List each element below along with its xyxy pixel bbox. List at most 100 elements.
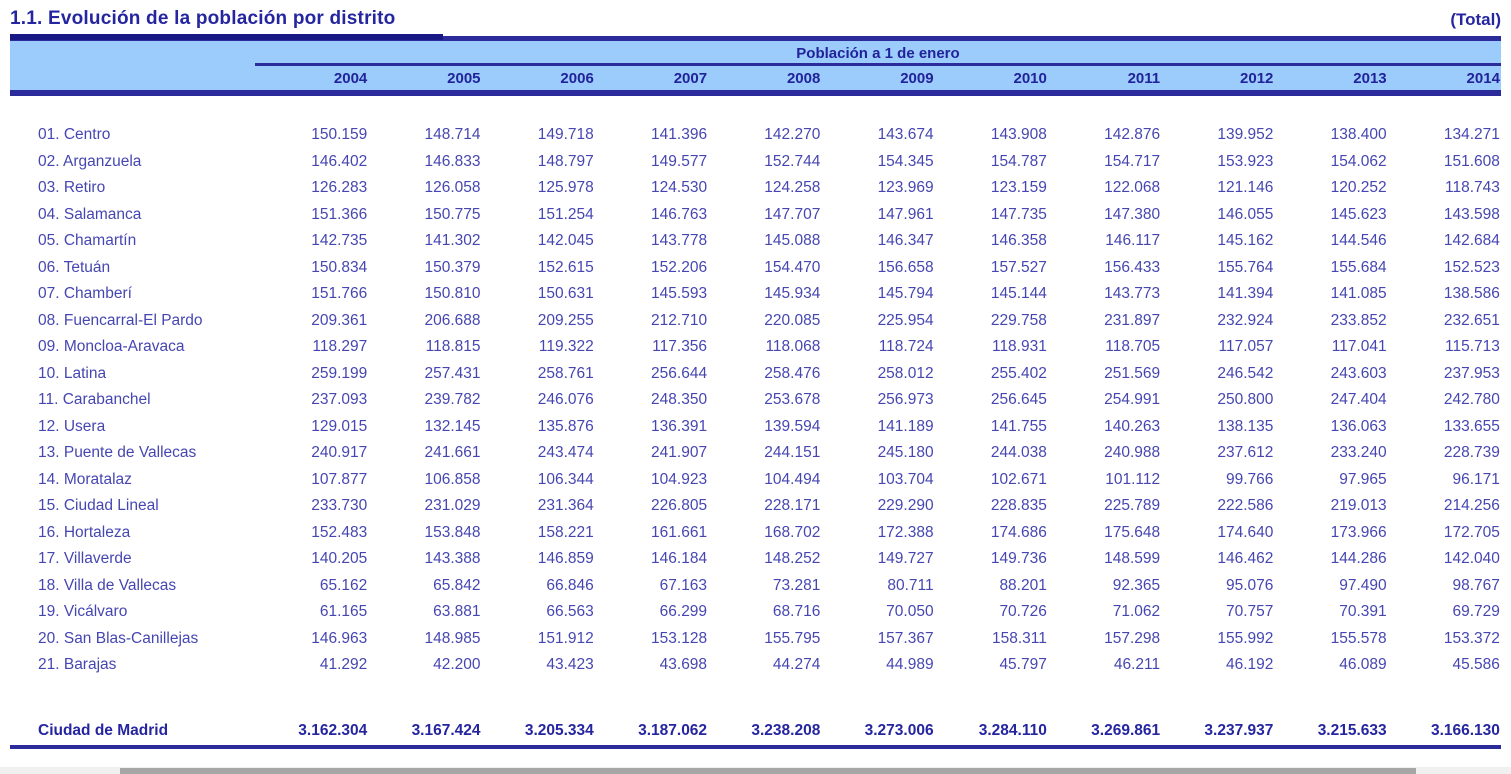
population-value: 145.934 [764,285,821,303]
population-value: 148.599 [1104,550,1161,568]
population-value: 144.286 [1330,550,1387,568]
district-name: 11. Carabanchel [38,391,151,409]
population-value: 146.358 [990,232,1047,250]
population-value: 102.671 [990,470,1047,488]
population-value: 174.686 [990,523,1047,541]
year-column-header: 2005 [447,69,481,87]
population-value: 101.112 [1105,470,1161,488]
table-row: 18. Villa de Vallecas 65.162 65.842 66.846 6… [10,573,1501,600]
population-value: 154.470 [764,258,821,276]
population-value: 46.192 [1225,656,1274,674]
year-column-header: 2011 [1127,69,1161,87]
population-value: 140.205 [311,550,368,568]
year-column-header: 2009 [900,69,934,87]
units-label: (Total) [1450,10,1501,29]
population-value: 231.897 [1104,311,1161,329]
population-value: 126.283 [311,179,368,197]
population-value: 145.794 [877,285,934,303]
population-value: 155.578 [1330,629,1387,647]
population-value: 148.797 [537,152,594,170]
population-value: 150.379 [424,258,481,276]
table-row: 16. Hortaleza 152.483 153.848 158.221 161.66… [10,520,1501,547]
population-value: 246.076 [537,391,594,409]
population-value: 118.724 [878,338,934,356]
population-value: 243.603 [1330,364,1387,382]
total-population-value: 3.162.304 [298,721,368,739]
population-value: 229.290 [877,497,934,515]
population-value: 225.954 [877,311,934,329]
year-column-header: 2013 [1353,69,1387,87]
population-value: 156.433 [1104,258,1161,276]
population-value: 103.704 [877,470,934,488]
district-name: 16. Hortaleza [38,523,131,541]
population-value: 115.713 [1445,338,1500,356]
title-rule-right-segment [10,36,1501,41]
population-value: 146.763 [651,205,708,223]
population-value: 258.476 [764,364,821,382]
population-value: 117.356 [652,338,708,356]
population-value: 248.350 [651,391,708,409]
population-value: 233.852 [1330,311,1387,329]
year-header-row: 2004 2005 2006 2007 2008 2009 2010 2011 2012 2013… [10,66,1501,90]
population-value: 152.615 [537,258,594,276]
population-value: 145.144 [990,285,1047,303]
population-value: 149.718 [537,126,594,144]
title-row: 1.1. Evolución de la población por distr… [0,0,1511,30]
population-value: 143.773 [1104,285,1161,303]
header-bottom-rule [10,90,1501,96]
population-value: 228.835 [990,497,1047,515]
population-value: 150.775 [424,205,481,223]
table-row: 04. Salamanca 151.366 150.775 151.254 146.76… [10,202,1501,229]
total-population-value: 3.269.861 [1091,721,1161,739]
population-value: 258.012 [877,364,934,382]
table-row: 06. Tetuán 150.834 150.379 152.615 152.206 15… [10,255,1501,282]
year-column-header: 2007 [673,69,708,87]
population-value: 157.527 [990,258,1047,276]
population-value: 43.698 [659,656,708,674]
population-value: 149.736 [990,550,1047,568]
district-name: 09. Moncloa-Aravaca [38,338,185,356]
table-row: 10. Latina 259.199 257.431 258.761 256.644 25… [10,361,1501,388]
population-value: 136.391 [651,417,708,435]
district-name: 12. Usera [38,417,106,435]
population-value: 158.311 [991,629,1047,647]
population-value: 151.254 [537,205,594,223]
population-value: 123.159 [990,179,1047,197]
population-value: 69.729 [1452,603,1500,621]
table-header-band: Población a 1 de enero 2004 2005 2006 2007 2… [10,41,1501,90]
population-value: 146.184 [651,550,708,568]
population-value: 99.766 [1225,470,1274,488]
population-value: 151.912 [537,629,594,647]
population-value: 142.735 [311,232,368,250]
population-value: 146.402 [311,152,368,170]
population-value: 70.757 [1225,603,1274,621]
table-row: 08. Fuencarral-El Pardo 209.361 206.688 209… [10,308,1501,335]
total-row: Ciudad de Madrid 3.162.304 3.167.424 3.205… [10,717,1501,749]
population-value: 214.256 [1443,497,1500,515]
population-value: 146.462 [1217,550,1274,568]
district-name: 13. Puente de Vallecas [38,444,197,462]
population-value: 152.744 [764,152,821,170]
population-value: 138.135 [1217,417,1274,435]
population-value: 152.483 [311,523,368,541]
population-value: 118.297 [312,338,368,356]
population-value: 212.710 [651,311,708,329]
horizontal-scrollbar[interactable] [0,767,1511,774]
population-value: 152.523 [1443,258,1500,276]
page-title: 1.1. Evolución de la población por distr… [10,8,396,29]
population-value: 129.015 [311,417,368,435]
population-value: 256.645 [990,391,1047,409]
population-value: 42.200 [433,656,481,674]
population-value: 146.055 [1217,205,1274,223]
district-name: 21. Barajas [38,656,117,674]
population-value: 126.058 [424,179,481,197]
population-value: 154.717 [1104,152,1161,170]
scrollbar-thumb[interactable] [120,768,1416,774]
population-value: 141.085 [1330,285,1387,303]
year-column-header: 2004 [333,69,368,87]
column-group-row: Población a 1 de enero [10,41,1501,66]
population-value: 151.608 [1443,152,1500,170]
population-value: 104.923 [651,470,708,488]
table-row: 21. Barajas 41.292 42.200 43.423 43.698 44.27… [10,652,1501,679]
